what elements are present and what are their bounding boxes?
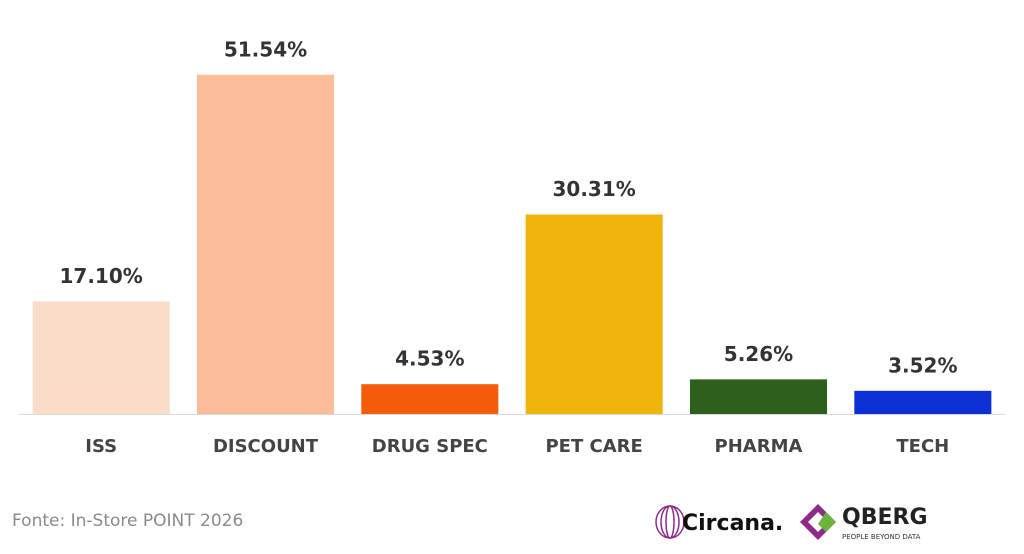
bar bbox=[32, 301, 170, 414]
circana-text: Circana. bbox=[682, 511, 783, 536]
value-label: 4.53% bbox=[395, 347, 464, 371]
bar bbox=[361, 384, 499, 414]
qberg-text: QBERG bbox=[842, 505, 928, 530]
qberg-tagline: PEOPLE BEYOND DATA bbox=[842, 533, 921, 541]
bar bbox=[689, 379, 828, 414]
source-note: Fonte: In-Store POINT 2026 bbox=[12, 511, 243, 531]
value-label: 5.26% bbox=[724, 342, 793, 366]
bar bbox=[196, 74, 335, 414]
x-tick-label: PHARMA bbox=[715, 436, 803, 457]
qberg-logo: QBERG PEOPLE BEYOND DATA bbox=[800, 504, 928, 541]
x-tick-label: DRUG SPEC bbox=[372, 436, 488, 457]
value-label: 51.54% bbox=[224, 37, 307, 61]
x-tick-label: PET CARE bbox=[545, 436, 642, 457]
x-tick-label: ISS bbox=[85, 436, 117, 457]
value-label: 17.10% bbox=[60, 264, 143, 288]
x-tick-label: TECH bbox=[896, 436, 949, 457]
bar bbox=[854, 390, 992, 414]
value-label: 3.52% bbox=[888, 353, 957, 377]
circana-logo: Circana. bbox=[655, 505, 783, 539]
bar bbox=[525, 214, 663, 414]
value-label: 30.31% bbox=[553, 177, 636, 201]
x-tick-label: DISCOUNT bbox=[213, 436, 319, 457]
